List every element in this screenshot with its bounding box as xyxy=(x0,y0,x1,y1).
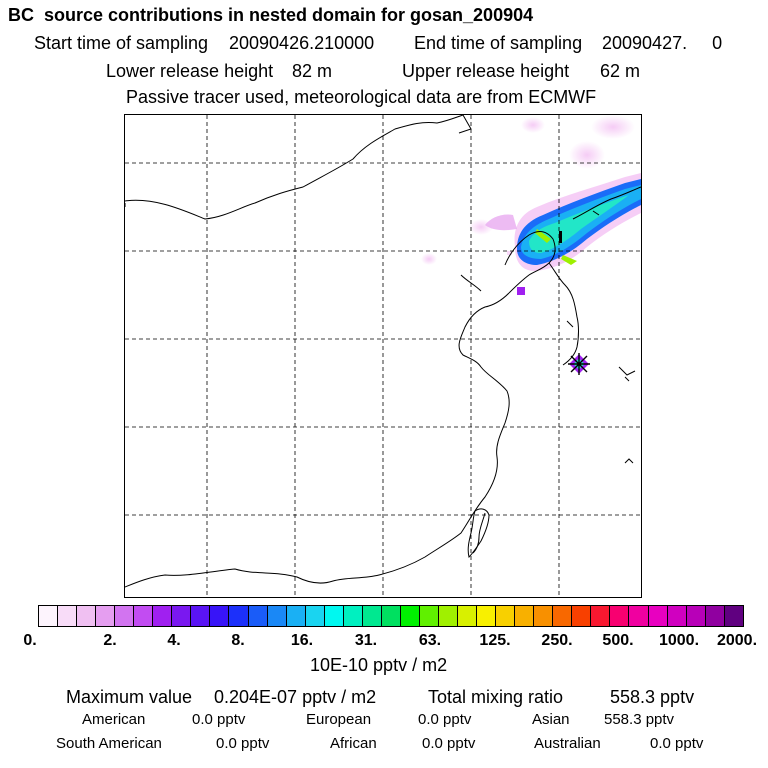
colorbar-segment xyxy=(534,606,554,626)
region-value: 0.0 pptv xyxy=(418,711,472,728)
colorbar-segment xyxy=(705,606,725,626)
plume-haze xyxy=(421,115,635,265)
colorbar-segment xyxy=(191,606,211,626)
colorbar-segment xyxy=(458,606,478,626)
colorbar-tick: 2000. xyxy=(716,632,758,649)
colorbar-segment xyxy=(629,606,649,626)
colorbar-segment xyxy=(477,606,497,626)
colorbar-segment xyxy=(210,606,230,626)
colorbar-segment xyxy=(77,606,97,626)
region-name: American xyxy=(82,711,146,728)
total-mixing-label: Total mixing ratio xyxy=(428,687,564,707)
colorbar-segment xyxy=(153,606,173,626)
colorbar-tick: 8. xyxy=(231,632,245,649)
region-value: 0.0 pptv xyxy=(216,735,270,752)
colorbar-tick: 250. xyxy=(541,632,573,649)
colorbar-segment xyxy=(362,606,382,626)
total-mixing-value: 558.3 pptv xyxy=(610,687,695,707)
colorbar-tick: 125. xyxy=(479,632,511,649)
colorbar-segment xyxy=(572,606,592,626)
colorbar-segment xyxy=(667,606,687,626)
colorbar-segment xyxy=(229,606,249,626)
colorbar-tick: 31. xyxy=(354,632,378,649)
lower-height-value: 82 m xyxy=(292,61,333,81)
region-value: 558.3 pptv xyxy=(604,711,675,728)
lower-height-label: Lower release height xyxy=(106,61,274,81)
colorbar-segment xyxy=(172,606,192,626)
map-canvas xyxy=(125,115,641,597)
plume-spot xyxy=(517,287,525,295)
tracer-note: Passive tracer used, meteorological data… xyxy=(126,87,597,107)
colorbar-segment xyxy=(686,606,706,626)
colorbar-tick: 500. xyxy=(602,632,634,649)
colorbar-segment xyxy=(648,606,668,626)
colorbar-tick: 4. xyxy=(167,632,181,649)
lat-lon-grid xyxy=(125,115,641,597)
colorbar-segment xyxy=(305,606,325,626)
colorbar-segment xyxy=(286,606,306,626)
colorbar-segment xyxy=(438,606,459,626)
map-panel xyxy=(124,114,642,598)
colorbar-tick: 0. xyxy=(23,632,37,649)
region-value: 0.0 pptv xyxy=(192,711,246,728)
colorbar-tick: 16. xyxy=(290,632,314,649)
end-time-label: End time of sampling xyxy=(414,33,583,53)
start-time-label: Start time of sampling xyxy=(34,33,209,53)
upper-height-label: Upper release height xyxy=(402,61,570,81)
colorbar-segment xyxy=(515,606,535,626)
colorbar-segment xyxy=(610,606,630,626)
colorbar-segment xyxy=(96,606,116,626)
colorbar-segment xyxy=(419,606,439,626)
start-time-value: 20090426.210000 xyxy=(229,33,375,53)
colorbar-segment xyxy=(115,606,135,626)
region-value: 0.0 pptv xyxy=(422,735,476,752)
region-name: African xyxy=(330,735,377,752)
colorbar-tick: 1000. xyxy=(658,632,700,649)
colorbar-segment xyxy=(343,606,363,626)
colorbar-segment xyxy=(381,606,401,626)
colorbar-segment xyxy=(400,606,420,626)
colorbar-segment xyxy=(267,606,287,626)
colorbar-segment xyxy=(496,606,516,626)
region-name: Asian xyxy=(532,711,570,728)
max-value-label: Maximum value xyxy=(66,687,193,707)
colorbar-segment xyxy=(591,606,611,626)
colorbar-segment xyxy=(724,606,743,626)
end-time-value: 20090427. 0 xyxy=(602,33,723,53)
colorbar-tick: 2. xyxy=(103,632,117,649)
colorbar-segment xyxy=(134,606,154,626)
upper-height-value: 62 m xyxy=(600,61,641,81)
region-name: Australian xyxy=(534,735,601,752)
colorbar-segment xyxy=(553,606,573,626)
colorbar-segment xyxy=(324,606,344,626)
colorbar-segment xyxy=(39,606,59,626)
colorbar xyxy=(38,605,744,627)
colorbar-segment xyxy=(248,606,268,626)
region-name: European xyxy=(306,711,372,728)
max-value: 0.204E-07 pptv / m2 xyxy=(214,687,377,707)
star-marker-icon xyxy=(568,353,590,375)
colorbar-tick: 63. xyxy=(418,632,442,649)
region-name: South American xyxy=(56,735,162,752)
region-value: 0.0 pptv xyxy=(650,735,704,752)
plume-main xyxy=(485,173,641,271)
colorbar-unit: 10E-10 pptv / m2 xyxy=(310,655,448,675)
plot-title: BC source contributions in nested domain… xyxy=(8,5,534,25)
colorbar-segment xyxy=(58,606,78,626)
